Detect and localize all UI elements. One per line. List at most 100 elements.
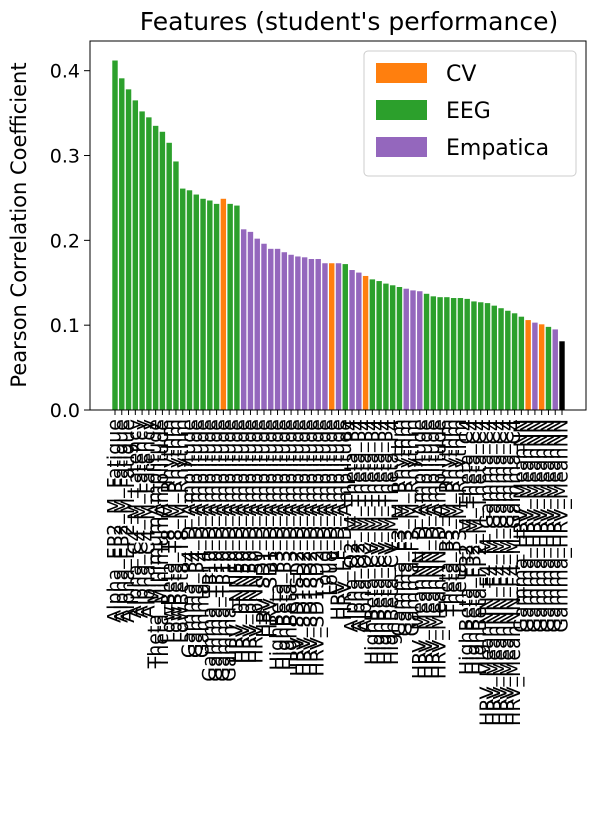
bar-44 <box>403 288 409 410</box>
y-axis-label-group: Pearson Correlation Coefficient <box>7 62 31 387</box>
x-tick-label: HRV_SD1SD2_D_Amplitude <box>286 419 308 677</box>
y-tick-label: 0.0 <box>50 400 80 422</box>
x-tick-label: Theta_P3_M_Rhythm <box>449 419 471 617</box>
legend-swatch <box>376 137 427 157</box>
bar-4 <box>132 100 139 410</box>
bar-37 <box>356 272 362 410</box>
legend-swatch <box>376 63 427 83</box>
legend: CV EEG Empatica <box>363 50 577 177</box>
x-tick-label: HighBeta_FP2_M_Theta_C4 <box>469 419 491 675</box>
x-tick-label: HRV_SD1SD2_D_Amplitude <box>307 419 329 677</box>
x-axis-ticks: Alpha_EP2_M_FatigueAlpha_EP2_M_FatigueAl… <box>104 410 573 726</box>
bar-39 <box>369 279 376 410</box>
x-tick-label: HRV_SD1SD2_D_Amplitude <box>293 419 315 677</box>
x-tick-label: HighBeta_FP2_M_Theta_C4 <box>462 419 484 675</box>
x-tick-label: Gamma_TP10_D_Amplitude <box>212 419 234 682</box>
bar-61 <box>518 316 525 410</box>
x-tick-label: HighBeta_CV_M_Theta_P4 <box>361 419 383 665</box>
chart-title: Features (student's performance) <box>140 7 558 36</box>
bars-group <box>112 60 565 411</box>
x-tick-label: Alpha_O2_M_Theta_P4 <box>347 419 369 632</box>
x-tick-label: HRV_SD1SD2_D_Amplitude <box>300 419 322 677</box>
legend-swatch <box>376 100 427 120</box>
bar-19 <box>234 205 240 410</box>
bar-40 <box>376 281 382 410</box>
x-tick-label: HRV_MeanNN_F4_M_Gamma_C4 <box>483 419 505 726</box>
bar-57 <box>491 305 497 410</box>
x-tick-label: Gamma_HRV_MeanNN <box>530 419 552 633</box>
bar-58 <box>498 308 504 410</box>
bar-42 <box>389 285 396 410</box>
bar-23 <box>261 243 267 410</box>
bar-36 <box>349 270 355 410</box>
bar-22 <box>254 238 260 410</box>
bar-41 <box>383 283 389 410</box>
bar-46 <box>417 291 423 410</box>
bar-65 <box>545 326 552 410</box>
x-tick-label: Alpha_C4_M_Latency <box>124 419 146 618</box>
x-tick-label: Gamma_P4_D_Amplitude <box>192 419 214 658</box>
bar-54 <box>471 301 477 410</box>
x-tick-label: HRV_MeanNN_D_Amplitude <box>408 419 430 679</box>
x-tick-label: HRV_MeanNN_D_Amplitude <box>422 419 444 679</box>
bar-21 <box>247 231 254 410</box>
x-tick-label: HRV_LF_D_Amplitude <box>327 419 349 620</box>
x-tick-label: HighBeta_CV_M_Theta_P4 <box>368 419 390 665</box>
bar-16 <box>213 203 220 410</box>
bar-20 <box>240 229 247 410</box>
x-tick-label: Gamma_TP10_D_Amplitude <box>219 419 241 682</box>
bar-52 <box>457 298 464 410</box>
bar-1 <box>112 60 118 410</box>
bar-7 <box>152 125 159 410</box>
x-tick-label: Theta_P3_M_Rhythm <box>442 419 464 617</box>
plot-frame <box>89 40 587 411</box>
bar-5 <box>139 111 145 410</box>
bar-29 <box>301 257 308 410</box>
x-tick-label: HighBeta_FP2_M_Theta_C4 <box>456 419 478 675</box>
y-tick-label: 0.1 <box>50 315 80 337</box>
bar-55 <box>478 302 484 410</box>
x-tick-label: LowBeta_T8_M_Rhythm <box>158 419 180 643</box>
bar-12 <box>186 190 193 410</box>
bar-66 <box>552 329 558 410</box>
x-tick-label: Gamma_TP10_D_Amplitude <box>198 419 220 682</box>
bar-62 <box>525 320 531 410</box>
x-tick-label: HRV_LF_D_Amplitude <box>334 419 356 620</box>
legend-label: Empatica <box>446 136 549 161</box>
x-tick-label: HRV_SD1_D_Amplitude <box>253 419 275 638</box>
bar-8 <box>159 131 166 410</box>
bar-10 <box>173 161 179 410</box>
x-tick-label: Gamma_F3_M_Rhythm <box>402 419 424 636</box>
x-tick-label: Gamma_P4_D_Amplitude <box>178 419 200 658</box>
x-tick-label: Theta_P3_M_Rhythm <box>435 419 457 617</box>
bar-31 <box>315 259 321 410</box>
y-axis-label: Pearson Correlation Coefficient <box>7 62 31 387</box>
legend-label: CV <box>446 62 476 87</box>
bar-2 <box>119 78 125 410</box>
y-tick-label: 0.3 <box>50 146 80 168</box>
bar-14 <box>200 198 206 410</box>
bar-35 <box>342 264 348 410</box>
x-tick-label: Gamma_HRV_MeanNN <box>551 419 573 633</box>
x-tick-label: HRV_pNN50_D_Amplitude <box>246 419 268 664</box>
x-tick-label: Gamma_HRV_MeanNN <box>517 419 539 633</box>
bar-6 <box>146 117 152 410</box>
bar-18 <box>227 203 233 410</box>
bar-3 <box>125 89 132 410</box>
x-tick-label: HRV_MeanNN_D_Amplitude <box>415 419 437 679</box>
x-tick-label: HighBeta_P3_D_Amplitude <box>280 419 302 671</box>
bar-64 <box>538 324 545 410</box>
x-tick-label: HRV_MeanNN_D_Amplitude <box>429 419 451 679</box>
x-tick-label: HRV_MeanNN_F4_M_Gamma_C4 <box>490 419 512 726</box>
x-tick-label: Gamma_F3_M_Rhythm <box>395 419 417 636</box>
x-tick-label: Gamma_F3_M_Rhythm <box>388 419 410 636</box>
bar-67 <box>559 341 565 410</box>
x-tick-label: Alpha_C4_M_Latency <box>131 419 153 618</box>
x-tick-label: Alpha_O2_M_Theta_P4 <box>341 419 363 632</box>
x-tick-label: Loud_D_Amplitude <box>320 419 342 596</box>
x-tick-label: Alpha_C4_M_Latency <box>137 419 159 618</box>
bar-45 <box>410 290 416 410</box>
bar-53 <box>464 298 470 410</box>
x-tick-label: HRV_MeanNN_F4_M_Gamma_C4 <box>496 419 518 726</box>
